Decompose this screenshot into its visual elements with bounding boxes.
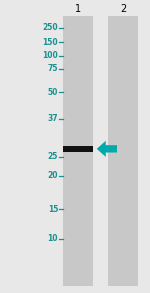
Text: 50: 50 xyxy=(48,88,58,97)
Bar xyxy=(63,16,93,286)
FancyArrow shape xyxy=(97,141,117,157)
Text: 10: 10 xyxy=(48,234,58,243)
Bar xyxy=(63,146,93,152)
Text: 2: 2 xyxy=(120,4,126,14)
Text: 25: 25 xyxy=(48,152,58,161)
Text: 1: 1 xyxy=(75,4,81,14)
Text: 20: 20 xyxy=(48,171,58,180)
Text: 100: 100 xyxy=(42,51,58,60)
Text: 75: 75 xyxy=(48,64,58,73)
Text: 37: 37 xyxy=(47,114,58,123)
Text: 15: 15 xyxy=(48,205,58,214)
Text: 250: 250 xyxy=(42,23,58,32)
Text: 150: 150 xyxy=(42,38,58,47)
Bar xyxy=(108,16,138,286)
